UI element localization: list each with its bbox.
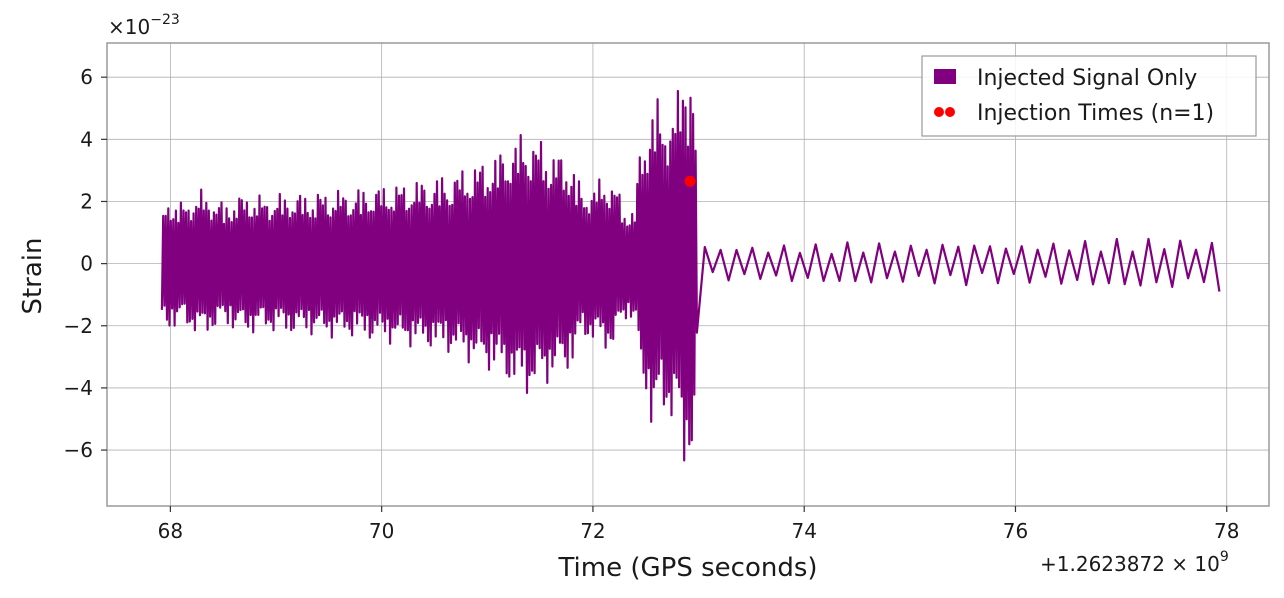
- y-tick-label: 6: [80, 65, 93, 89]
- x-tick-label: 74: [791, 519, 816, 543]
- series-layer: [160, 89, 1221, 462]
- x-tick-label: 72: [580, 519, 605, 543]
- x-axis-offset-label: +1.2623872 × 109: [1040, 549, 1229, 576]
- legend-marker-injection-times: [945, 107, 955, 117]
- y-axis-title: Strain: [18, 237, 48, 314]
- legend-swatch-injected-signal: [934, 69, 956, 84]
- legend-box: [921, 55, 1257, 137]
- x-tick-label: 70: [369, 519, 394, 543]
- y-tick-label: 4: [80, 127, 93, 151]
- legend-marker-injection-times: [934, 107, 944, 117]
- x-tick-label: 76: [1003, 519, 1028, 543]
- y-tick-label: −4: [64, 376, 93, 400]
- y-tick-label: −6: [64, 438, 93, 462]
- x-tick-label: 78: [1214, 519, 1239, 543]
- x-tick-label: 68: [158, 519, 183, 543]
- y-tick-label: −2: [64, 314, 93, 338]
- y-tick-label: 0: [80, 252, 93, 276]
- legend-label-injection-times: Injection Times (n=1): [977, 101, 1214, 126]
- injection-time-marker: [684, 175, 696, 187]
- ticks-layer: 68 70 72 74 76 78 6 4 2 0 −2 −4 −6: [64, 65, 1240, 543]
- series-line-injected-signal: [160, 89, 1221, 462]
- legend-label-injected-signal: Injected Signal Only: [977, 66, 1197, 91]
- y-axis-scale-label: ×10−23: [108, 12, 180, 39]
- x-axis-title: Time (GPS seconds): [557, 553, 817, 583]
- y-tick-label: 2: [80, 189, 93, 213]
- plot-frame: [106, 42, 1270, 507]
- legend: Injected Signal Only Injection Times (n=…: [921, 55, 1257, 137]
